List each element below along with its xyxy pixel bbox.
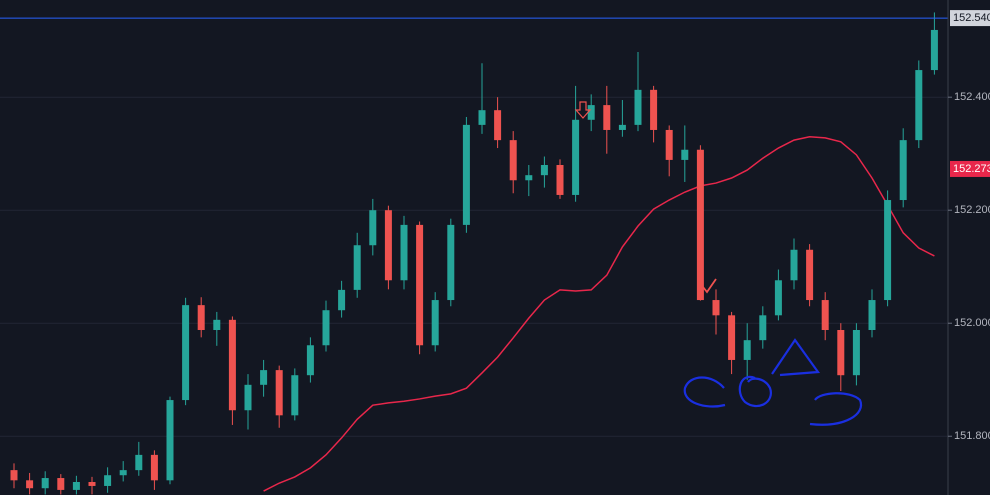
candle-body (197, 305, 205, 330)
candle-body (369, 210, 377, 246)
candle-body (478, 110, 486, 125)
candle-body (743, 340, 751, 360)
candle-body (603, 105, 611, 130)
annotation-circle (809, 392, 863, 426)
candle-body (634, 89, 642, 125)
arrow-marker (574, 101, 592, 119)
candle-body (930, 29, 938, 71)
candle-body (400, 224, 408, 281)
candle-body (915, 70, 923, 141)
candle-body (712, 300, 720, 316)
check-marker (702, 278, 717, 294)
candle-body (150, 454, 158, 481)
plot (0, 12, 948, 495)
price-axis: 152.400 152.200 152.000 151.800 152.540 152.2… (948, 10, 990, 442)
candle-body (759, 315, 767, 341)
candle-body (57, 478, 65, 490)
y-tick-label: 152.400 (954, 91, 990, 103)
candle-body (509, 140, 517, 181)
candle-body (338, 289, 346, 311)
candle-body (774, 280, 782, 316)
candle-body (556, 165, 564, 195)
candle-body (540, 165, 548, 176)
candle-body (26, 480, 34, 489)
indicator-price-label: 152.273 (953, 163, 990, 175)
candle-body (899, 140, 907, 201)
last-price-label: 152.540 (953, 12, 990, 24)
candle-body (852, 330, 860, 376)
candle-body (665, 129, 673, 160)
candle-body (650, 89, 658, 130)
candle-body (790, 249, 798, 281)
candle-body (884, 200, 892, 301)
candle-body (353, 245, 361, 290)
candle-body (696, 149, 704, 301)
candle-body (821, 300, 829, 330)
candle-body (431, 300, 439, 346)
annotation-circle (738, 375, 772, 408)
candle-body (681, 149, 689, 160)
candle-body (728, 315, 736, 360)
y-tick-label: 152.200 (954, 204, 990, 216)
candle-body (135, 454, 143, 471)
candle-body (416, 224, 424, 346)
candle-body (494, 110, 502, 141)
candle-body (384, 210, 392, 281)
annotations (683, 338, 863, 426)
last-price-box (950, 10, 990, 27)
candle-body (291, 375, 299, 416)
candle-body (306, 345, 314, 376)
candle-body (806, 249, 814, 301)
candle-body (322, 310, 330, 346)
candle-body (72, 482, 80, 490)
candle-body (166, 400, 174, 481)
candle-body (525, 175, 533, 181)
candle-body (868, 300, 876, 330)
grid (0, 96, 948, 437)
candle-body (587, 105, 595, 120)
candle-body (462, 124, 470, 225)
annotation-triangle (771, 338, 821, 377)
candle-body (104, 475, 112, 486)
candle-body (119, 470, 127, 476)
y-tick-label: 152.000 (954, 317, 990, 329)
candle-body (10, 470, 18, 481)
candle-body (618, 124, 626, 130)
candle-body (88, 482, 96, 486)
annotation-circle (683, 376, 726, 408)
candle-body (447, 224, 455, 301)
candle-body (260, 370, 268, 385)
candle-body (244, 384, 252, 411)
candle-body (228, 319, 236, 411)
indicator-price-box (950, 160, 990, 177)
candle-body (41, 478, 49, 489)
candle-body (182, 305, 190, 401)
y-tick-label: 151.800 (954, 430, 990, 442)
candle-body (275, 370, 283, 416)
candle-body (213, 319, 221, 330)
candle-body (572, 119, 580, 195)
candle-body (837, 330, 845, 376)
moving-average (263, 135, 935, 492)
